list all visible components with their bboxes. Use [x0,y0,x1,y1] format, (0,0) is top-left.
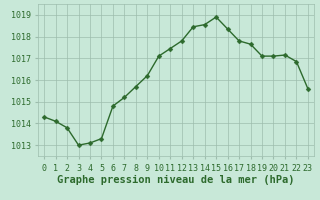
X-axis label: Graphe pression niveau de la mer (hPa): Graphe pression niveau de la mer (hPa) [57,175,295,185]
